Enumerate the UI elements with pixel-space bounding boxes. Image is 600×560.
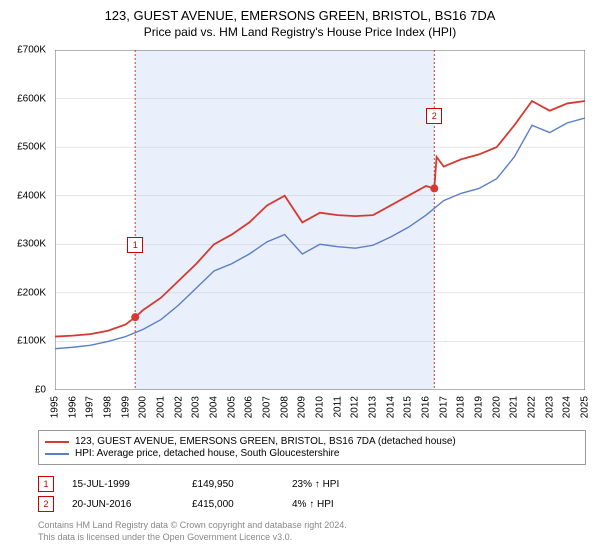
x-tick-label: 2009 [297, 396, 308, 418]
sale-marker-1: 1 [127, 237, 143, 253]
x-tick-label: 2005 [226, 396, 237, 418]
y-tick-label: £100K [17, 336, 46, 347]
y-tick-label: £300K [17, 239, 46, 250]
x-tick-label: 2017 [438, 396, 449, 418]
x-tick-label: 2002 [173, 396, 184, 418]
x-tick-label: 2023 [544, 396, 555, 418]
sale-hpi: 23% ↑ HPI [292, 479, 392, 490]
y-tick-label: £0 [35, 385, 46, 396]
title-address: 123, GUEST AVENUE, EMERSONS GREEN, BRIST… [0, 8, 600, 23]
legend-item: 123, GUEST AVENUE, EMERSONS GREEN, BRIST… [45, 436, 579, 447]
sale-marker-box: 1 [38, 476, 54, 492]
x-tick-label: 2022 [527, 396, 538, 418]
footer: Contains HM Land Registry data © Crown c… [38, 520, 347, 543]
x-tick-label: 2006 [244, 396, 255, 418]
legend-item: HPI: Average price, detached house, Sout… [45, 448, 579, 459]
sale-price: £149,950 [192, 479, 292, 490]
sale-marker-box: 2 [38, 496, 54, 512]
plot-area: 12 [55, 50, 585, 390]
x-tick-label: 2013 [368, 396, 379, 418]
legend-label: 123, GUEST AVENUE, EMERSONS GREEN, BRIST… [75, 436, 456, 447]
footer-line2: This data is licensed under the Open Gov… [38, 532, 347, 544]
x-tick-label: 2008 [279, 396, 290, 418]
x-tick-label: 2020 [491, 396, 502, 418]
legend-swatch [45, 453, 69, 455]
x-tick-label: 1997 [85, 396, 96, 418]
sale-marker-2: 2 [426, 108, 442, 124]
y-tick-label: £200K [17, 287, 46, 298]
chart-container: 123, GUEST AVENUE, EMERSONS GREEN, BRIST… [0, 0, 600, 560]
x-tick-label: 2018 [456, 396, 467, 418]
x-tick-label: 1996 [67, 396, 78, 418]
sales-table: 1 15-JUL-1999£149,95023% ↑ HPI 2 20-JUN-201… [38, 472, 586, 516]
x-tick-label: 2004 [209, 396, 220, 418]
x-tick-label: 2000 [138, 396, 149, 418]
x-tick-label: 2014 [385, 396, 396, 418]
x-tick-label: 2025 [580, 396, 591, 418]
title-subtitle: Price paid vs. HM Land Registry's House … [0, 25, 600, 39]
x-tick-label: 2010 [315, 396, 326, 418]
sale-date: 20-JUN-2016 [72, 499, 192, 510]
x-tick-label: 2021 [509, 396, 520, 418]
y-tick-label: £500K [17, 142, 46, 153]
x-tick-label: 2016 [421, 396, 432, 418]
y-tick-label: £600K [17, 93, 46, 104]
x-tick-label: 2011 [332, 396, 343, 418]
x-tick-label: 1998 [103, 396, 114, 418]
x-tick-label: 1999 [120, 396, 131, 418]
x-tick-label: 2003 [191, 396, 202, 418]
y-tick-label: £400K [17, 190, 46, 201]
x-tick-label: 2015 [403, 396, 414, 418]
title-block: 123, GUEST AVENUE, EMERSONS GREEN, BRIST… [0, 0, 600, 39]
x-tick-label: 2012 [350, 396, 361, 418]
x-tick-label: 2024 [562, 396, 573, 418]
x-axis: 1995199619971998199920002001200220032004… [55, 392, 585, 432]
sale-hpi: 4% ↑ HPI [292, 499, 392, 510]
chart-svg [55, 50, 585, 390]
footer-line1: Contains HM Land Registry data © Crown c… [38, 520, 347, 532]
legend: 123, GUEST AVENUE, EMERSONS GREEN, BRIST… [38, 430, 586, 465]
sale-price: £415,000 [192, 499, 292, 510]
sale-date: 15-JUL-1999 [72, 479, 192, 490]
x-tick-label: 2001 [156, 396, 167, 418]
sale-row: 2 20-JUN-2016£415,0004% ↑ HPI [38, 496, 586, 512]
legend-swatch [45, 441, 69, 443]
x-tick-label: 2007 [262, 396, 273, 418]
sale-row: 1 15-JUL-1999£149,95023% ↑ HPI [38, 476, 586, 492]
x-tick-label: 2019 [474, 396, 485, 418]
y-tick-label: £700K [17, 45, 46, 56]
y-axis: £0£100K£200K£300K£400K£500K£600K£700K [0, 50, 50, 390]
x-tick-label: 1995 [50, 396, 61, 418]
legend-label: HPI: Average price, detached house, Sout… [75, 448, 339, 459]
